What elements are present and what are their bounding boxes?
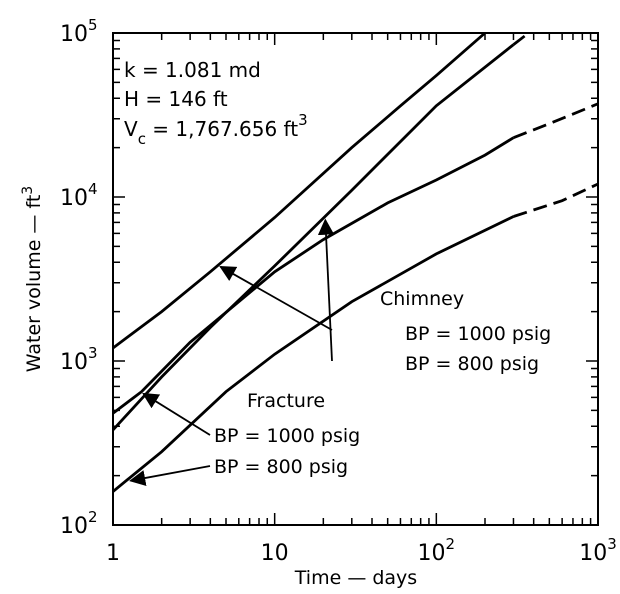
plot-frame [112, 32, 599, 526]
series-line-1 [113, 33, 486, 350]
param-vc-v: V [124, 117, 138, 141]
callout-leader-2 [317, 218, 335, 362]
y-tick-label: 104 [60, 180, 98, 211]
y-tick-label: 105 [60, 16, 98, 47]
x-tick-label: 1 [106, 541, 120, 566]
y-tick-label-exp: 4 [88, 180, 98, 198]
callout-leader-4 [129, 465, 211, 487]
x-tick-label-exp: 2 [446, 535, 456, 553]
param-h: H = 146 ft [124, 87, 228, 111]
series-line-2 [113, 43, 515, 431]
y-tick-label-exp: 2 [88, 508, 98, 526]
y-axis-title-sup: 3 [20, 186, 36, 195]
x-tick-label-base: 10 [579, 541, 607, 566]
param-vc: Vc = 1,767.656 ft3 [124, 111, 308, 148]
callout-label-2: BP = 800 psig [405, 353, 539, 375]
param-vc-eq: = 1,767.656 ft [146, 117, 298, 141]
x-tick-label: 103 [579, 535, 617, 566]
x-axis-title: Time — days [294, 567, 417, 589]
y-tick-label-base: 10 [60, 22, 88, 47]
series-layer [113, 33, 598, 493]
y-tick-label-exp: 5 [88, 16, 98, 34]
series-line-4 [113, 215, 515, 493]
param-vc-sup: 3 [298, 111, 308, 129]
y-axis-title: Water volume — ft3 [20, 186, 45, 372]
param-k: k = 1.081 md [124, 58, 261, 82]
x-tick-label-base: 10 [261, 541, 289, 566]
axis-ticks [113, 33, 598, 525]
y-tick-label-base: 10 [60, 514, 88, 539]
series-line-dashed-3 [512, 102, 598, 140]
callout-label-3: BP = 1000 psig [214, 425, 360, 447]
group-label-chimney: Chimney [380, 288, 464, 310]
series-line-3 [113, 136, 515, 415]
series-line-dashed-4 [513, 182, 598, 218]
x-tick-label-base: 10 [418, 541, 446, 566]
y-tick-label: 102 [60, 508, 98, 539]
group-label-fracture: Fracture [247, 390, 325, 412]
callout-leader-3 [142, 392, 211, 436]
y-tick-label: 103 [60, 344, 98, 375]
series-line-dashed-2 [512, 33, 531, 46]
callout-leader-1 [219, 265, 333, 331]
callout-label-4: BP = 800 psig [214, 456, 348, 478]
x-tick-label: 10 [261, 541, 289, 566]
y-axis-title-text: Water volume — ft [23, 195, 45, 372]
param-vc-sub: c [138, 130, 146, 148]
y-tick-label-exp: 3 [88, 344, 98, 362]
x-tick-label-exp: 3 [607, 535, 617, 553]
x-tick-label-base: 1 [106, 541, 120, 566]
callout-label-1: BP = 1000 psig [405, 323, 551, 345]
y-tick-label-base: 10 [60, 186, 88, 211]
y-tick-label-base: 10 [60, 350, 88, 375]
x-tick-label: 102 [418, 535, 456, 566]
